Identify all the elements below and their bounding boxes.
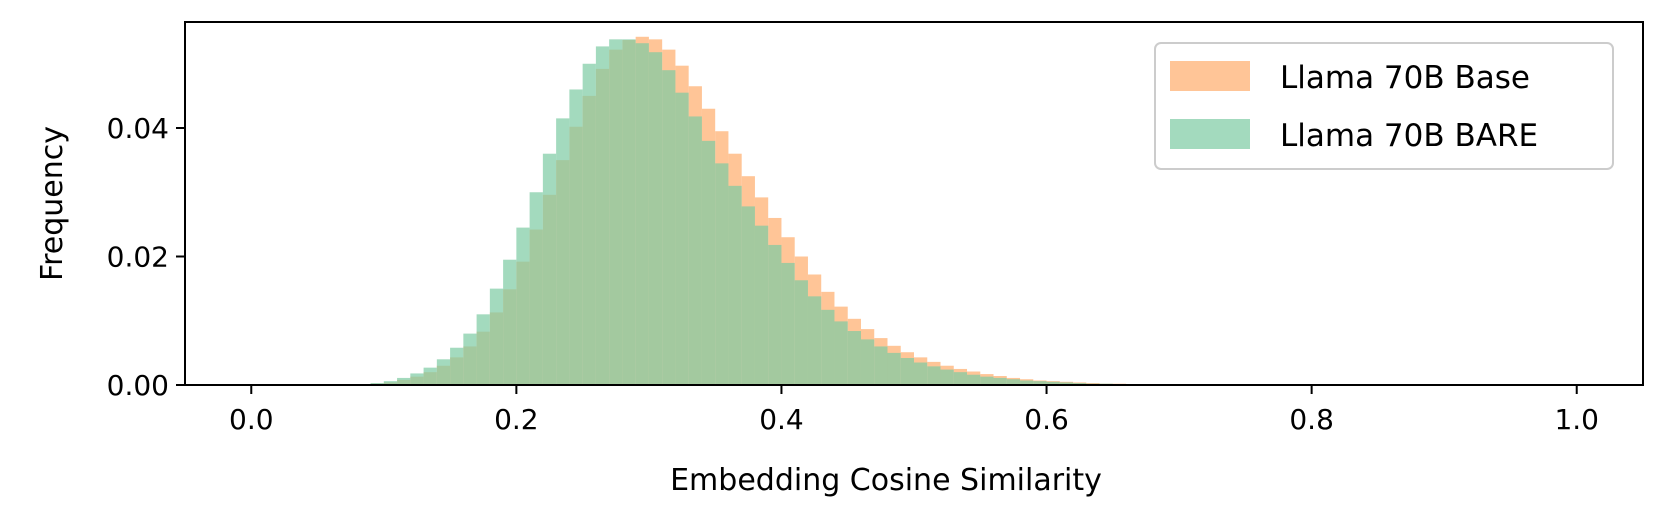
x-tick-label: 0.6	[1024, 403, 1069, 436]
bare-bar-48	[887, 352, 901, 385]
legend-box	[1154, 42, 1614, 170]
bare-bar-47	[874, 346, 888, 385]
bare-bar-11	[397, 377, 411, 385]
x-axis-label: Embedding Cosine Similarity	[670, 463, 1102, 498]
bare-bar-60	[1046, 381, 1060, 385]
bare-bar-25	[582, 63, 596, 386]
y-tick-label: 0.02	[107, 241, 169, 274]
bare-bar-61	[1059, 382, 1074, 385]
bare-bar-24	[569, 89, 583, 385]
x-tick-label: 0.2	[494, 403, 539, 436]
bare-bar-56	[993, 377, 1007, 385]
bare-bar-14	[436, 359, 451, 385]
bare-bar-18	[489, 288, 504, 385]
y-tick-label: 0.00	[107, 369, 169, 402]
bare-bar-53	[953, 372, 968, 385]
bare-bar-20	[516, 227, 530, 385]
bare-bar-43	[821, 309, 835, 385]
bare-bar-26	[595, 46, 610, 386]
bare-bar-21	[529, 192, 543, 385]
bare-bar-28	[622, 39, 636, 386]
bare-bar-54	[967, 374, 981, 385]
bare-bar-38	[754, 225, 769, 385]
bare-bar-51	[927, 366, 941, 385]
bare-bar-22	[542, 153, 557, 385]
plot-frame	[184, 21, 1644, 386]
x-axis-ticks: 0.0 0.2 0.4 0.6 0.8 1.0	[229, 385, 1599, 436]
bare-bar-35	[715, 163, 729, 385]
legend-label-base: Llama 70B Base	[1280, 60, 1530, 96]
bare-bar-55	[980, 376, 994, 385]
bare-bar-23	[556, 118, 570, 386]
x-tick-label: 0.8	[1289, 403, 1334, 436]
x-tick-label: 1.0	[1554, 403, 1599, 436]
x-tick-label: 0.4	[759, 403, 804, 436]
bare-bar-27	[609, 39, 623, 386]
bare-bar-52	[940, 369, 954, 385]
bare-bar-29	[635, 43, 649, 385]
bare-bar-40	[781, 262, 795, 385]
bare-bar-58	[1020, 380, 1034, 385]
bare-bar-19	[503, 259, 517, 385]
bare-bar-13	[423, 367, 437, 385]
bare-bar-30	[648, 52, 663, 385]
x-tick-label: 0.0	[229, 403, 274, 436]
bare-bar-44	[834, 321, 848, 385]
bare-bar-41	[794, 280, 808, 385]
legend: Llama 70B Base Llama 70B BARE	[1154, 42, 1614, 170]
bare-bar-16	[463, 333, 477, 385]
bare-bar-46	[860, 339, 875, 385]
y-tick-label: 0.04	[107, 112, 169, 145]
y-axis-ticks: 0.00 0.02 0.04	[107, 112, 185, 402]
bare-bar-39	[768, 244, 782, 385]
bare-bar-34	[701, 140, 716, 385]
bare-bar-36	[728, 185, 742, 385]
bare-bar-33	[688, 116, 702, 385]
bare-bar-17	[476, 314, 490, 385]
bare-bar-45	[847, 331, 861, 385]
bare-bar-31	[662, 70, 676, 385]
bare-bar-15	[450, 347, 464, 385]
legend-swatch-base	[1170, 61, 1250, 91]
bare-bar-10	[383, 381, 398, 385]
bare-bar-59	[1033, 381, 1047, 385]
bare-bar-37	[741, 206, 755, 385]
legend-swatch-bare	[1170, 119, 1250, 149]
series-bare-bars	[370, 39, 1193, 386]
bare-bar-50	[914, 362, 928, 385]
legend-label-bare: Llama 70B BARE	[1280, 118, 1538, 154]
bare-bar-12	[410, 373, 424, 385]
bare-bar-49	[900, 358, 914, 385]
y-axis-label: Frequency	[35, 126, 70, 281]
bare-bar-42	[807, 296, 822, 385]
bare-bar-57	[1006, 379, 1021, 385]
bare-bar-32	[675, 92, 689, 385]
